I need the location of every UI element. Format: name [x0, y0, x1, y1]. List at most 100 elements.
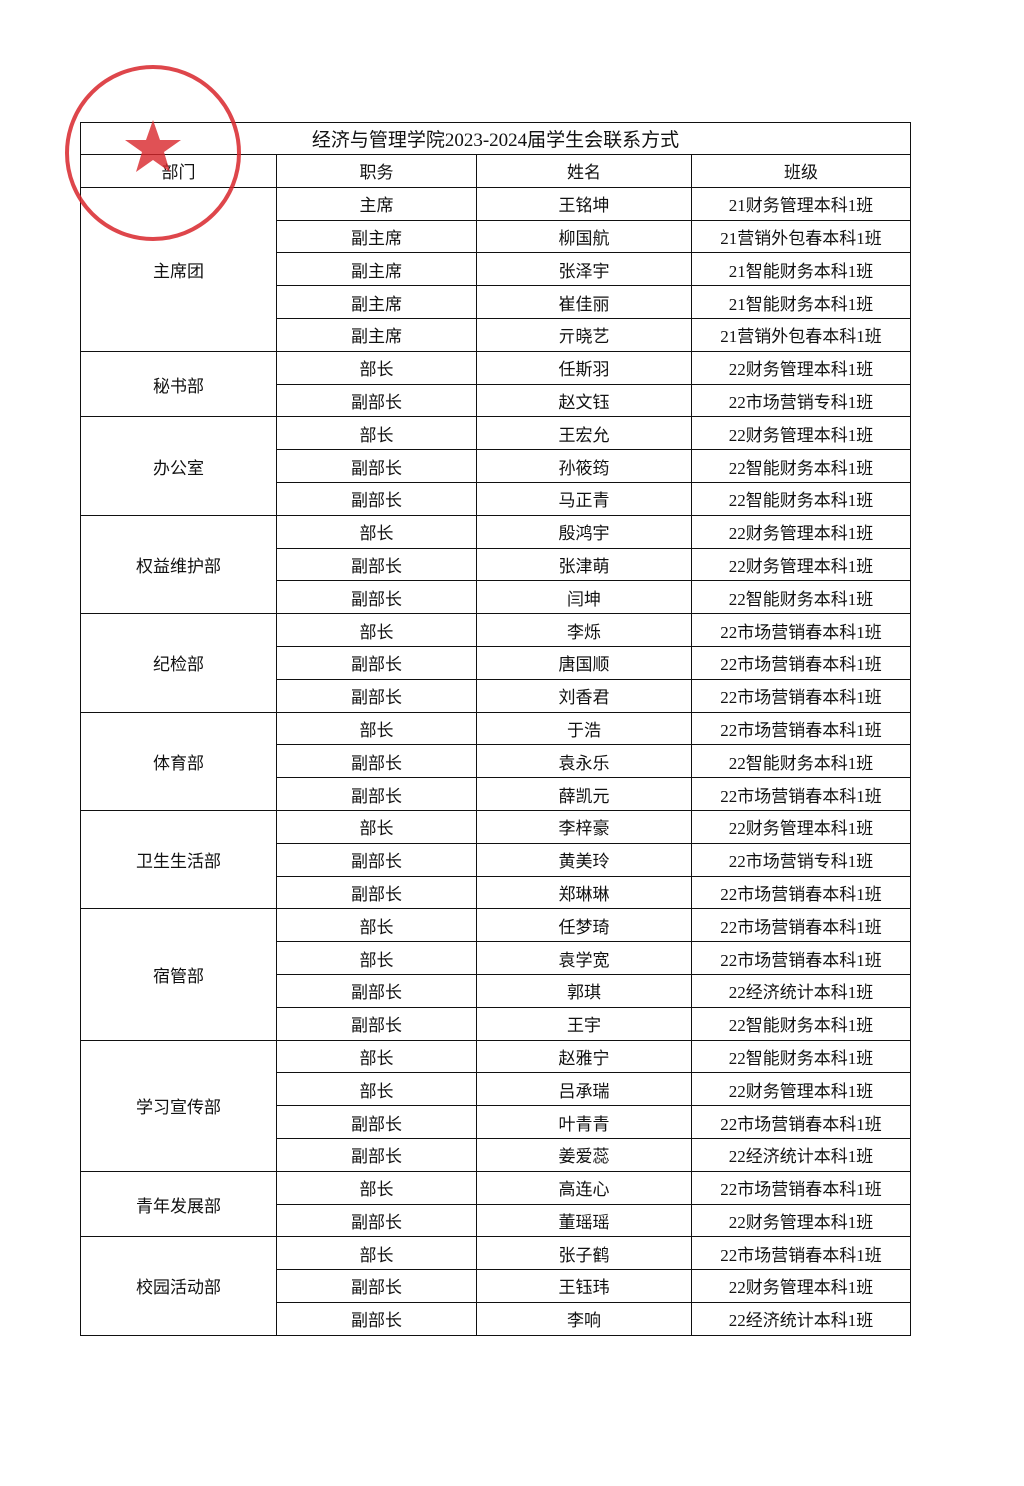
department: 校园活动部 — [80, 1236, 277, 1336]
class: 22财务管理本科1班 — [690, 1203, 912, 1238]
class: 21智能财务本科1班 — [690, 252, 912, 287]
name: 孙筱筠 — [476, 449, 692, 483]
member-row: 青年发展部 部长 高连心 22市场营销春本科1班 — [80, 1170, 912, 1238]
class: 22财务管理本科1班 — [690, 1269, 912, 1303]
name: 姜爱蕊 — [476, 1137, 692, 1172]
name: 唐国顺 — [476, 645, 692, 680]
class: 22智能财务本科1班 — [690, 1039, 912, 1074]
name: 高连心 — [476, 1170, 692, 1205]
class: 22财务管理本科1班 — [690, 514, 912, 549]
member-row: 副部长 马正青 22智能财务本科1班 — [81, 481, 912, 516]
member-row: 副主席 崔佳丽 21智能财务本科1班 — [81, 285, 912, 319]
department: 卫生生活部 — [80, 809, 277, 910]
class: 22智能财务本科1班 — [690, 580, 912, 615]
role: 副部长 — [276, 842, 477, 877]
role: 副部长 — [276, 973, 477, 1008]
role: 部长 — [276, 711, 477, 746]
name: 李梓豪 — [476, 809, 692, 844]
name: 郭琪 — [476, 973, 692, 1008]
role: 副部长 — [276, 875, 477, 910]
name: 张津萌 — [476, 547, 692, 582]
role: 副部长 — [276, 580, 477, 615]
class: 22市场营销春本科1班 — [690, 875, 912, 910]
role: 主席 — [276, 186, 477, 221]
member-row: 副部长 姜爱蕊 22经济统计本科1班 — [81, 1137, 912, 1172]
name: 李响 — [476, 1301, 692, 1336]
class: 21财务管理本科1班 — [690, 186, 912, 221]
department: 青年发展部 — [80, 1170, 277, 1238]
member-row: 副部长 郑琳琳 22市场营销春本科1班 — [81, 875, 912, 910]
member-row: 纪检部 部长 李烁 22市场营销春本科1班 — [80, 613, 912, 713]
role: 副部长 — [276, 1137, 477, 1172]
department: 学习宣传部 — [80, 1039, 277, 1172]
name: 殷鸿宇 — [476, 514, 692, 549]
name: 张泽宇 — [476, 252, 692, 287]
name: 任斯羽 — [476, 350, 692, 385]
name: 袁学宽 — [476, 941, 692, 975]
member-row: 副部长 郭琪 22经济统计本科1班 — [81, 973, 912, 1008]
class: 22市场营销春本科1班 — [690, 613, 912, 647]
role: 副部长 — [276, 777, 477, 811]
member-row: 副主席 亓晓艺 21营销外包春本科1班 — [81, 317, 912, 352]
role: 部长 — [276, 941, 477, 975]
member-row: 体育部 部长 于浩 22市场营销春本科1班 — [80, 711, 912, 811]
class: 22市场营销春本科1班 — [690, 678, 912, 713]
member-row: 副主席 张泽宇 21智能财务本科1班 — [81, 252, 912, 287]
role: 副部长 — [276, 1301, 477, 1336]
role: 副部长 — [276, 1269, 477, 1303]
role: 副部长 — [276, 547, 477, 582]
class: 22财务管理本科1班 — [690, 1072, 912, 1107]
member-row: 权益维护部 部长 殷鸿宇 22财务管理本科1班 — [80, 514, 912, 615]
name: 王钰玮 — [476, 1269, 692, 1303]
class: 22市场营销春本科1班 — [690, 1170, 912, 1205]
name: 赵雅宁 — [476, 1039, 692, 1074]
department: 主席团 — [80, 186, 277, 352]
class: 22财务管理本科1班 — [690, 547, 912, 582]
role: 部长 — [276, 1072, 477, 1107]
role: 副部长 — [276, 645, 477, 680]
class: 22智能财务本科1班 — [690, 449, 912, 483]
role: 副主席 — [276, 219, 477, 254]
class: 22财务管理本科1班 — [690, 809, 912, 844]
role: 副部长 — [276, 744, 477, 779]
member-row: 部长 袁学宽 22市场营销春本科1班 — [81, 941, 912, 975]
class: 22智能财务本科1班 — [690, 481, 912, 516]
role: 部长 — [276, 416, 477, 451]
department: 秘书部 — [80, 350, 277, 418]
header-row: 部门 职务 姓名 班级 — [80, 154, 912, 188]
department: 权益维护部 — [80, 514, 277, 615]
name: 薛凯元 — [476, 777, 692, 811]
column-header: 部门 — [80, 154, 277, 188]
department: 宿管部 — [80, 908, 277, 1041]
class: 21营销外包春本科1班 — [690, 317, 912, 352]
member-row: 副部长 唐国顺 22市场营销春本科1班 — [81, 645, 912, 680]
class: 22市场营销春本科1班 — [690, 645, 912, 680]
name: 于浩 — [476, 711, 692, 746]
name: 黄美玲 — [476, 842, 692, 877]
department: 办公室 — [80, 416, 277, 516]
department: 纪检部 — [80, 613, 277, 713]
member-row: 部长 吕承瑞 22财务管理本科1班 — [81, 1072, 912, 1107]
class: 22经济统计本科1班 — [690, 1301, 912, 1336]
role: 副部长 — [276, 383, 477, 418]
role: 副部长 — [276, 449, 477, 483]
role: 部长 — [276, 1170, 477, 1205]
name: 吕承瑞 — [476, 1072, 692, 1107]
class: 21营销外包春本科1班 — [690, 219, 912, 254]
role: 部长 — [276, 514, 477, 549]
name: 郑琳琳 — [476, 875, 692, 910]
class: 22财务管理本科1班 — [690, 350, 912, 385]
title-row: 经济与管理学院2023-2024届学生会联系方式 — [79, 122, 912, 155]
name: 马正青 — [476, 481, 692, 516]
column-header: 姓名 — [476, 154, 692, 188]
class: 22市场营销春本科1班 — [690, 941, 912, 975]
role: 副主席 — [276, 317, 477, 352]
role: 部长 — [276, 908, 477, 943]
member-row: 副主席 柳国航 21营销外包春本科1班 — [81, 219, 912, 254]
class: 21智能财务本科1班 — [690, 285, 912, 319]
table-body: 经济与管理学院2023-2024届学生会联系方式 部门 职务 姓名 班级 主席团 主席 王铭坤… — [79, 122, 912, 1336]
member-row: 宿管部 部长 任梦琦 22市场营销春本科1班 — [80, 908, 912, 1041]
class: 22市场营销春本科1班 — [690, 1105, 912, 1139]
member-row: 副部长 叶青青 22市场营销春本科1班 — [81, 1105, 912, 1139]
